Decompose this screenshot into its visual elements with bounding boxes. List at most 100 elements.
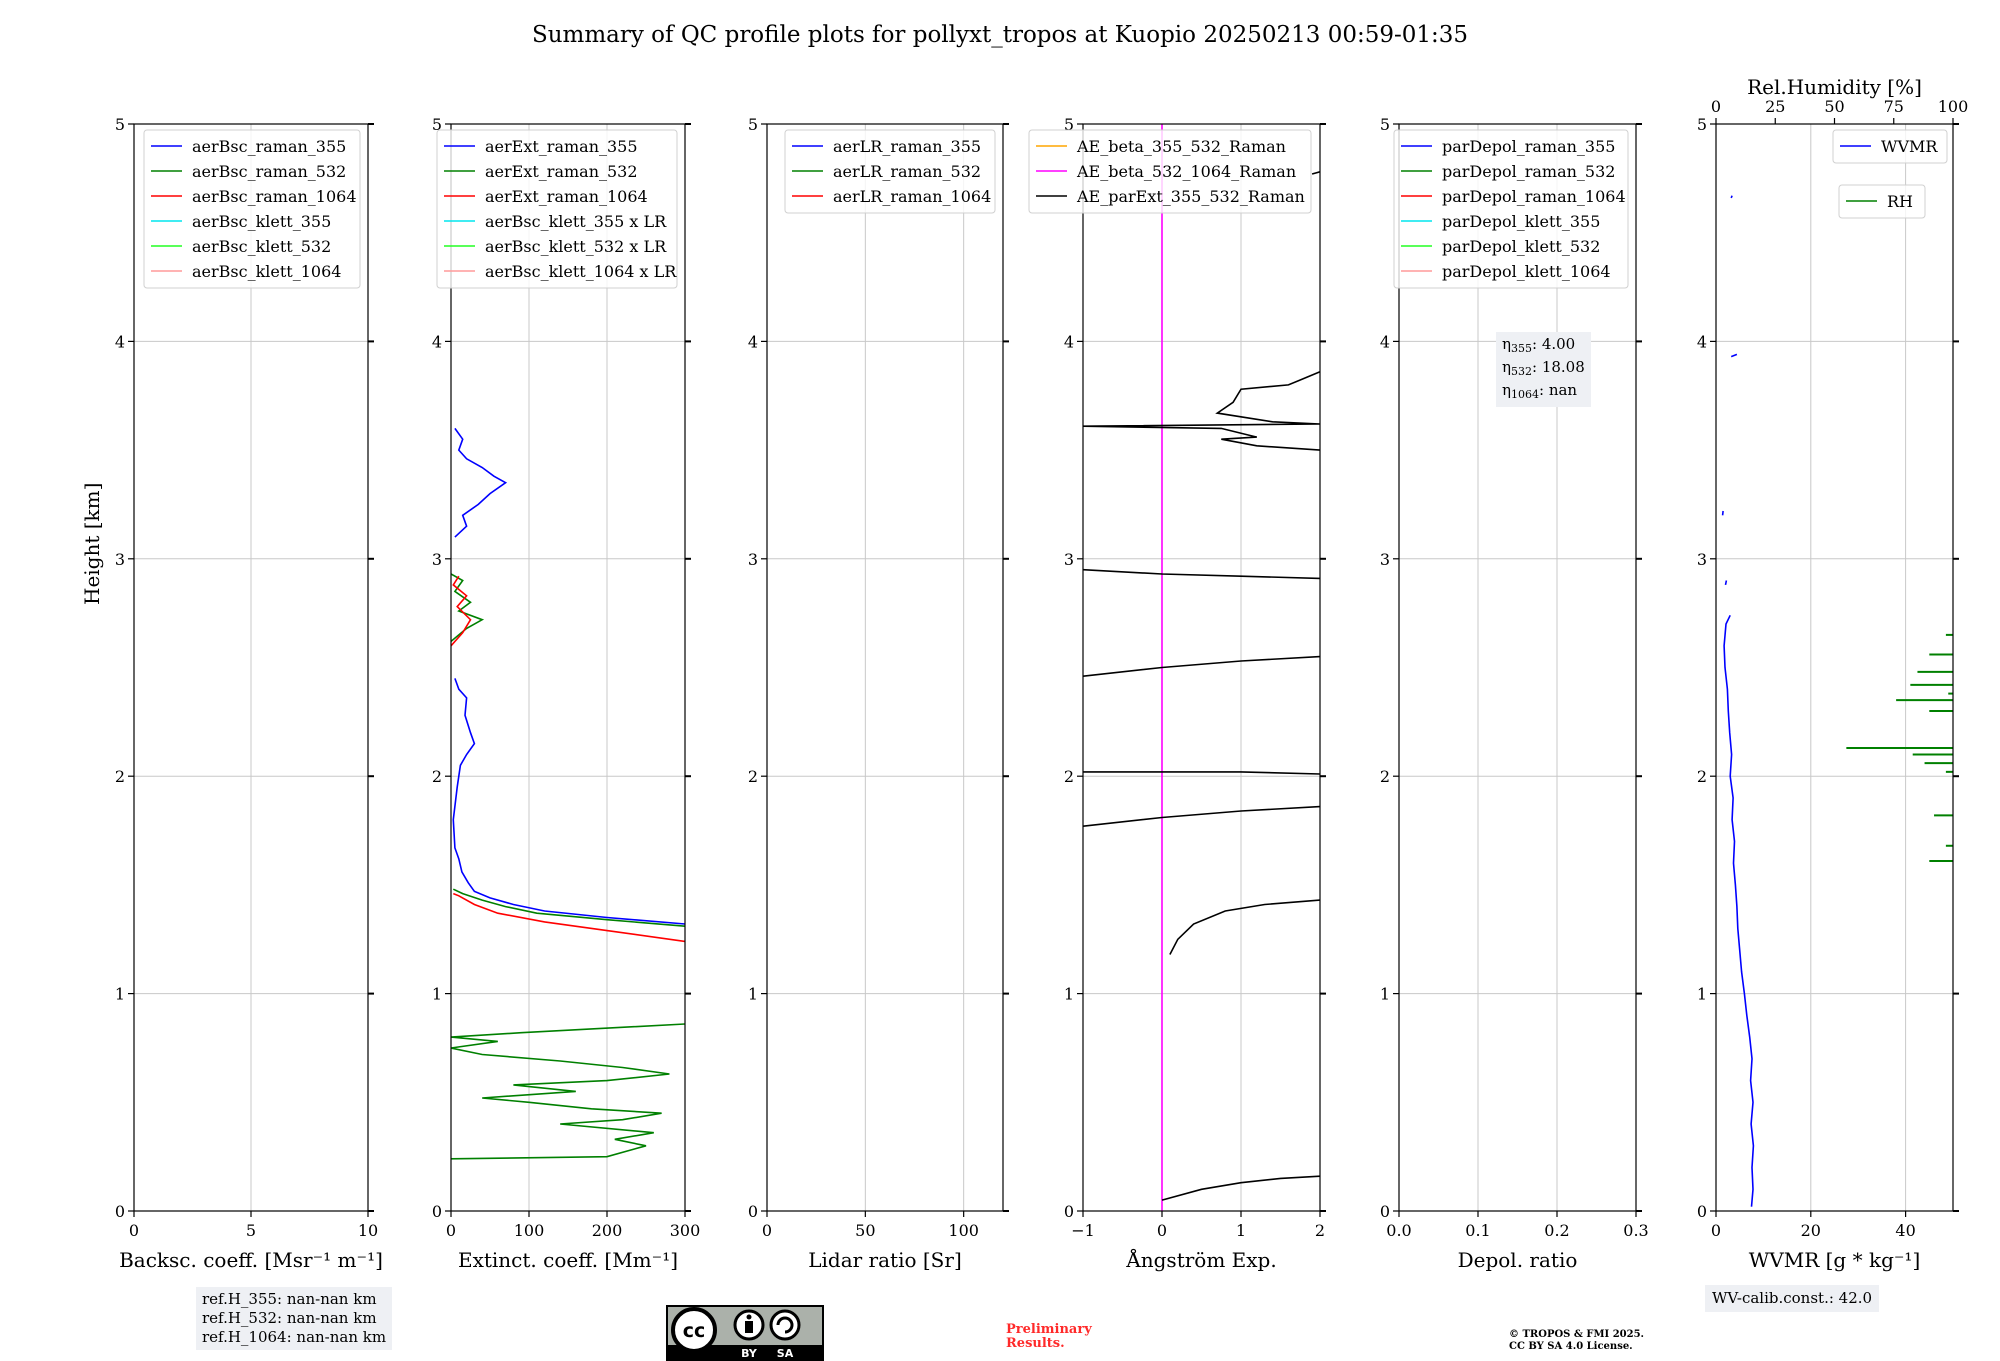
legend-frame [784,129,996,214]
attribution-icon [746,1314,752,1320]
y-tick-label: 1 [1380,985,1390,1004]
y-tick-label: 2 [748,767,758,786]
y-tick-label: 5 [115,115,125,134]
series-AE_parExt_h [1311,171,1320,175]
y-tick-label: 3 [1380,550,1390,569]
series-WVMR [1723,614,1755,1207]
y-tick-label: 4 [1380,332,1390,351]
legend-frame [143,129,361,289]
legend-entry: aerLR_raman_1064 [833,187,991,206]
y-tick-label: 5 [1064,115,1074,134]
x-tick-label: 200 [592,1221,623,1240]
y-tick-label: 0 [748,1202,758,1221]
y-tick-label: 3 [115,550,125,569]
y-tick-label: 2 [1380,767,1390,786]
x-axis-label: Backsc. coeff. [Msr⁻¹ m⁻¹] [119,1248,383,1272]
y-tick-label: 2 [432,767,442,786]
y-tick-label: 4 [115,332,125,351]
eta-calibration-box: η355: 4.00 η532: 18.08 η1064: nan [1496,332,1591,407]
legend-angstrom: AE_beta_355_532_Raman AE_beta_532_1064_Ra… [1028,129,1312,214]
legend-entry: aerBsc_klett_355 x LR [485,212,667,231]
legend-entry: aerExt_raman_532 [485,162,638,181]
legend-entry: AE_parExt_355_532_Raman [1076,187,1305,206]
legend-entry: parDepol_raman_532 [1442,162,1615,181]
y-tick-label: 0 [1380,1202,1390,1221]
y-tick-label: 4 [1064,332,1074,351]
y-tick-label: 5 [432,115,442,134]
x-tick-label: 0.3 [1623,1221,1648,1240]
eta-532: η532: 18.08 [1502,358,1585,378]
y-tick-label: 4 [1697,332,1707,351]
top-x-tick-label: 0 [1711,97,1721,116]
eta-355: η355: 4.00 [1502,335,1576,355]
y-tick-label: 1 [748,985,758,1004]
legend-entry: RH [1887,192,1913,211]
y-tick-label: 4 [748,332,758,351]
y-tick-label: 0 [115,1202,125,1221]
series-AE_parExt_f [1083,568,1320,580]
series-aerExt_raman_355 [452,678,685,925]
x-axis-label: Extinct. coeff. [Mm⁻¹] [458,1248,678,1272]
legend-entry: aerBsc_klett_532 [192,237,331,256]
y-tick-label: 0 [1697,1202,1707,1221]
y-tick-label: 3 [748,550,758,569]
legend-entry: parDepol_raman_1064 [1442,187,1626,206]
series-aerExt_raman_532 [452,888,685,927]
series-WVMR_upper [1730,353,1738,358]
cc-icon: cc [683,1320,706,1342]
legend-depol: parDepol_raman_355 parDepol_raman_532 parD… [1393,129,1629,289]
legend-entry: aerBsc_klett_1064 [192,262,341,281]
cc-sa-label: SA [777,1347,794,1360]
legend-entry: aerLR_raman_532 [833,162,981,181]
legend-entry: parDepol_klett_1064 [1442,262,1611,281]
series-AE_parExt_g [1083,371,1320,451]
series-aerExt_raman_355_cloud [454,427,508,538]
series-aerExt_raman_1064 [453,892,685,943]
legend-entry: parDepol_klett_532 [1442,237,1600,256]
series-AE_parExt_e [1083,655,1320,677]
y-tick-label: 3 [1064,550,1074,569]
preliminary-note: Preliminary Results. [1006,1322,1092,1351]
x-tick-label: 0 [1711,1221,1721,1240]
legend-entry: aerLR_raman_355 [833,137,981,156]
legend-frame [1028,129,1312,214]
y-tick-label: 4 [432,332,442,351]
series-aerExt_raman_532_cloud [451,573,485,643]
y-tick-label: 1 [1064,985,1074,1004]
x-tick-label: 0.2 [1544,1221,1569,1240]
cc-by-label: BY [741,1347,758,1360]
legend-entry: WVMR [1881,137,1938,156]
legend-entry: aerBsc_klett_1064 x LR [485,262,677,281]
series-AE_parExt_b [1169,899,1320,955]
legend-entry: parDepol_klett_355 [1442,212,1600,231]
legend-entry: AE_beta_532_1064_Raman [1076,162,1296,181]
share-alike-icon [776,1316,794,1334]
y-tick-label: 0 [432,1202,442,1221]
x-tick-label: 0.1 [1465,1221,1490,1240]
top-x-tick-label: 75 [1884,97,1904,116]
y-tick-label: 2 [1064,767,1074,786]
y-tick-label: 1 [432,985,442,1004]
legend-entry: aerExt_raman_1064 [485,187,648,206]
legend-entry: aerBsc_raman_355 [192,137,346,156]
legend-backscatter: aerBsc_raman_355 aerBsc_raman_532 aerBsc_r… [143,129,361,289]
top-x-axis-label: Rel.Humidity [%] [1747,75,1922,99]
legend-entry: aerBsc_raman_1064 [192,187,357,206]
axes-frame [1398,123,1637,1212]
panel-backscatter: 0 5 10 0 1 2 3 4 5 Backsc. coeff. [Msr⁻¹ m⁻¹] aerB… [115,115,383,1272]
x-tick-label: 0 [762,1221,772,1240]
legend-entry: AE_beta_355_532_Raman [1076,137,1286,156]
panel-wvmr: 0 20 40 0 1 2 3 4 5 WVMR [g * kg⁻¹] 0 25 50 75 100 Rel.… [1697,75,1968,1272]
axes-frame [450,123,686,1212]
x-tick-label: 0.0 [1386,1221,1411,1240]
series-WVMR_dots_a [1724,580,1728,586]
legend-wvmr: WVMR [1832,129,1948,164]
wv-calibration-box: WV-calib.const.: 42.0 [1705,1285,1880,1312]
x-tick-label: 0 [129,1221,139,1240]
y-tick-label: 1 [115,985,125,1004]
legend-entry: parDepol_raman_355 [1442,137,1615,156]
y-tick-label: 5 [1380,115,1390,134]
x-axis-label: Ångström Exp. [1125,1247,1276,1272]
x-tick-label: 300 [670,1221,701,1240]
